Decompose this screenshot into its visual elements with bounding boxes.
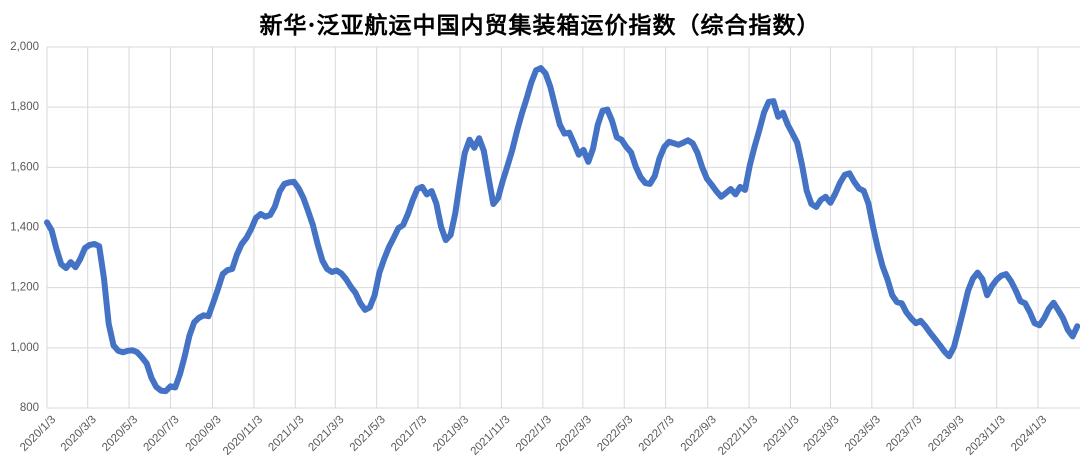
y-axis-tick-label: 1,800 xyxy=(10,101,39,113)
x-axis-tick-label: 2021/5/3 xyxy=(348,414,388,454)
y-axis-tick-label: 1,600 xyxy=(10,161,39,173)
x-axis-tick-label: 2021/3/3 xyxy=(306,414,346,454)
y-axis-tick-label: 1,000 xyxy=(10,342,39,354)
y-axis-tick-label: 1,400 xyxy=(10,222,39,234)
x-axis-tick-label: 2024/1/3 xyxy=(1009,414,1049,454)
x-axis-tick-label: 2021/11/3 xyxy=(469,414,513,458)
x-axis-tick-label: 2020/3/3 xyxy=(59,414,99,454)
x-axis-tick-label: 2023/1/3 xyxy=(761,414,801,454)
x-axis-tick-label: 2021/1/3 xyxy=(266,414,306,454)
x-axis-tick-label: 2023/7/3 xyxy=(884,414,924,454)
index-series-line xyxy=(44,65,1080,395)
x-axis-tick-label: 2020/5/3 xyxy=(100,414,140,454)
x-axis-tick-label: 2023/5/3 xyxy=(843,414,883,454)
x-axis-tick-label: 2022/7/3 xyxy=(637,414,677,454)
y-axis-tick-label: 800 xyxy=(20,402,39,414)
x-axis-tick-label: 2023/9/3 xyxy=(926,414,966,454)
x-axis-tick-label: 2022/11/3 xyxy=(716,414,760,458)
x-axis-tick-label: 2021/9/3 xyxy=(431,414,471,454)
chart-title: 新华·泛亚航运中国内贸集装箱运价指数（综合指数） xyxy=(259,12,821,39)
x-axis-tick-label: 2020/7/3 xyxy=(142,414,182,454)
x-axis-tick-label: 2022/3/3 xyxy=(554,414,594,454)
x-axis-tick-label: 2022/1/3 xyxy=(514,414,554,454)
x-axis-tick-label: 2020/1/3 xyxy=(18,414,58,454)
x-axis-tick-label: 2021/7/3 xyxy=(389,414,429,454)
y-axis-tick-label: 2,000 xyxy=(10,41,39,53)
x-axis-tick-label: 2020/11/3 xyxy=(221,414,265,458)
x-axis-tick-label: 2020/9/3 xyxy=(184,414,224,454)
x-axis-tick-label: 2023/3/3 xyxy=(802,414,842,454)
x-axis-tick-label: 2023/11/3 xyxy=(964,414,1008,458)
x-axis-tick-label: 2022/5/3 xyxy=(595,414,635,454)
x-axis-tick-label: 2022/9/3 xyxy=(679,414,719,454)
y-axis-tick-label: 1,200 xyxy=(10,282,39,294)
